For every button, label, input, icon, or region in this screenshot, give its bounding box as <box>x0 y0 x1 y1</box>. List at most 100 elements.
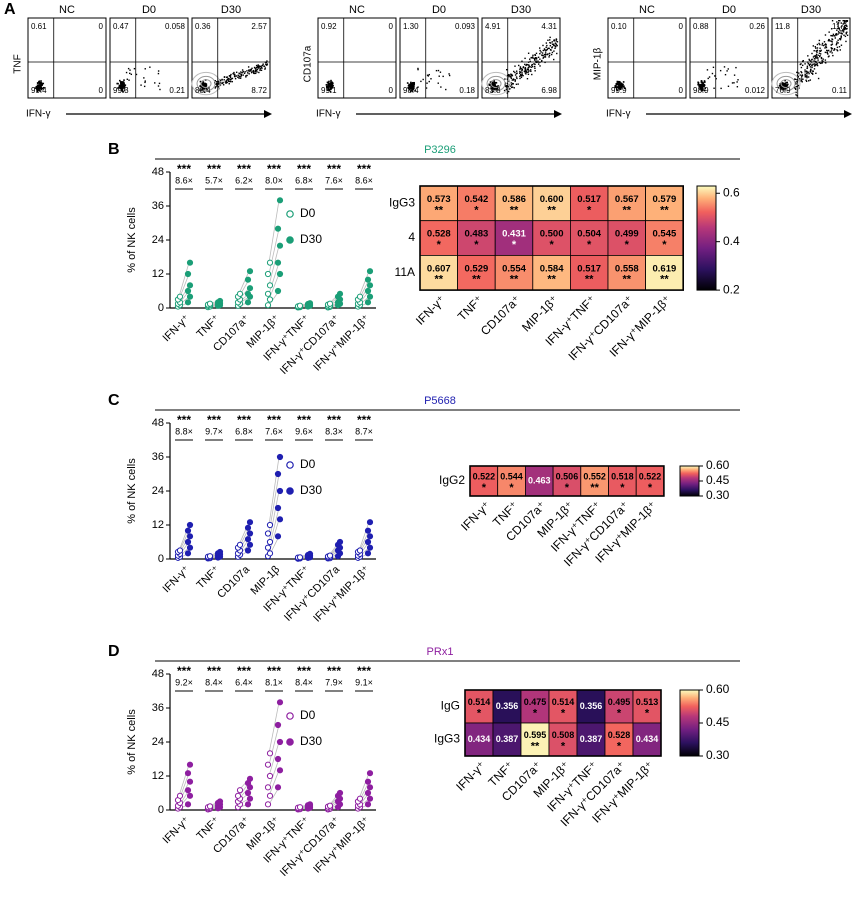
event <box>41 84 43 86</box>
event <box>427 75 429 77</box>
event <box>144 81 146 84</box>
data-point <box>266 296 274 303</box>
event <box>802 78 804 80</box>
event <box>552 43 555 46</box>
pair-line <box>268 758 280 788</box>
event <box>816 49 819 52</box>
quadrant-value: 99.3 <box>113 86 129 95</box>
event <box>719 69 722 72</box>
event <box>831 48 833 50</box>
plot-frame <box>27 17 107 99</box>
quadrant-value: 0.61 <box>31 22 47 31</box>
data-point <box>186 533 194 540</box>
event <box>778 85 781 87</box>
event <box>505 87 508 89</box>
event <box>535 52 538 55</box>
quadrant-value: 0.21 <box>169 86 185 95</box>
event <box>548 56 550 58</box>
event <box>250 71 253 74</box>
event <box>495 85 498 88</box>
event <box>804 76 807 78</box>
data-point <box>266 521 274 529</box>
event <box>825 45 827 48</box>
data-point <box>176 293 184 300</box>
panel-label: C <box>108 392 120 409</box>
colorbar-tick-label: 0.6 <box>723 185 740 199</box>
event <box>839 38 842 41</box>
event <box>507 86 510 88</box>
data-point <box>184 287 192 295</box>
event <box>223 79 225 81</box>
event <box>203 83 205 86</box>
event <box>510 76 512 78</box>
cell-value: 0.522 <box>639 471 662 481</box>
event <box>704 87 706 89</box>
event <box>524 72 527 74</box>
data-point <box>364 538 372 546</box>
data-point <box>356 293 364 300</box>
event <box>804 74 806 76</box>
event <box>784 87 787 90</box>
event <box>36 90 39 93</box>
cell-significance: ** <box>435 204 444 216</box>
data-point <box>244 801 252 808</box>
event <box>525 64 527 67</box>
event <box>491 81 494 84</box>
event <box>514 80 516 82</box>
event <box>518 64 520 67</box>
event <box>218 82 220 84</box>
pair-line <box>268 741 280 777</box>
event <box>238 75 241 78</box>
event <box>844 28 846 31</box>
event <box>255 64 258 67</box>
event <box>240 75 242 78</box>
event <box>200 89 203 92</box>
event <box>118 79 121 82</box>
density-contour <box>486 75 506 92</box>
data-point <box>186 792 194 799</box>
event <box>545 46 547 49</box>
event <box>413 83 416 85</box>
data-point <box>366 544 374 551</box>
event <box>809 63 812 65</box>
event <box>327 84 329 86</box>
y-axis-label: % of NK cells <box>126 709 138 775</box>
data-point <box>244 276 252 283</box>
event <box>832 54 834 57</box>
event <box>712 66 715 69</box>
event <box>508 84 511 86</box>
event <box>616 89 618 92</box>
event <box>527 73 530 76</box>
plot-frame <box>689 17 769 99</box>
event <box>835 34 838 36</box>
event <box>731 82 734 84</box>
cell-significance: * <box>482 482 487 494</box>
event <box>327 88 329 91</box>
event <box>806 67 808 70</box>
event <box>533 59 536 61</box>
data-point <box>366 293 374 300</box>
panel-label: B <box>108 141 120 158</box>
event <box>838 20 840 22</box>
event <box>622 85 624 87</box>
quadrant-value: 0.012 <box>745 86 766 95</box>
y-tick-label: 36 <box>152 451 164 463</box>
event <box>715 77 717 80</box>
event <box>614 86 616 89</box>
event <box>708 76 711 78</box>
heatmap-cell <box>457 220 496 256</box>
event <box>411 87 413 89</box>
cell-value: 0.528 <box>608 730 631 740</box>
event <box>528 58 531 60</box>
event <box>800 63 802 65</box>
event <box>509 85 512 87</box>
event <box>724 73 727 76</box>
event <box>252 69 255 72</box>
event <box>521 68 524 71</box>
plot-frame <box>481 17 561 99</box>
event <box>218 81 220 83</box>
event <box>698 85 701 87</box>
event <box>833 49 835 51</box>
event <box>240 73 243 76</box>
event <box>524 63 526 66</box>
